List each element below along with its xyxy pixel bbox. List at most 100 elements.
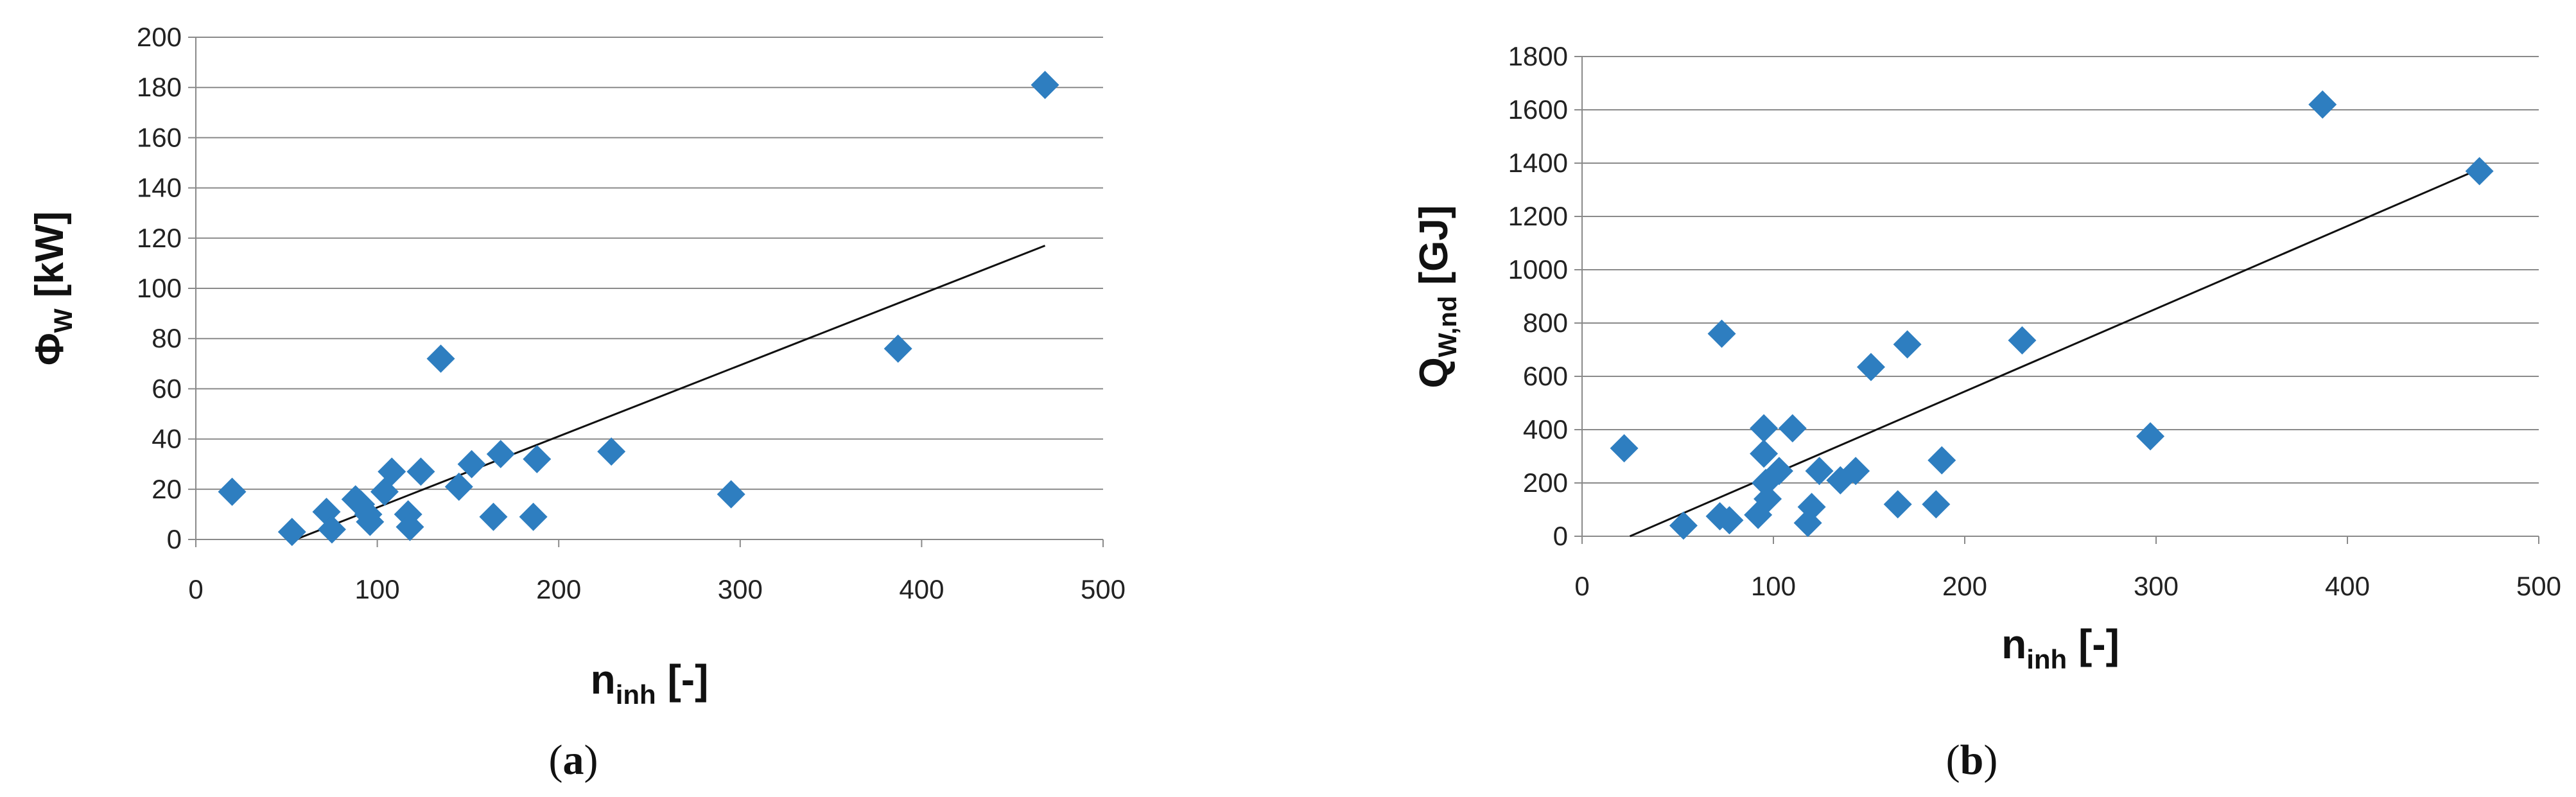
- data-point: [277, 518, 306, 547]
- data-point: [2465, 157, 2494, 186]
- x-tick-label: 300: [718, 574, 763, 604]
- y-tick-label: 0: [167, 524, 182, 554]
- x-tick-label: 500: [1081, 574, 1126, 604]
- chart-b: 0 200 400 600 800 1000 1200 1400 1600 1800 0 100 200…: [1412, 41, 2561, 784]
- x-tick-label: 500: [2516, 571, 2561, 601]
- data-point: [1841, 457, 1870, 486]
- y-tick-label: 60: [152, 373, 182, 403]
- y-tick-label: 1600: [1508, 94, 1568, 125]
- y-tick-label: 1200: [1508, 201, 1568, 231]
- data-point: [1778, 414, 1807, 442]
- x-tick-label: 0: [188, 574, 203, 604]
- data-point: [486, 440, 515, 469]
- data-point: [1764, 457, 1793, 486]
- panel-label-close: ): [584, 737, 598, 784]
- data-point: [479, 502, 508, 531]
- panel-label-open: (: [1946, 737, 1960, 784]
- y-axis-title: QW,nd [GJ]: [1412, 206, 1462, 389]
- y-tick-label: 1000: [1508, 254, 1568, 285]
- x-tick-label: 0: [1574, 571, 1589, 601]
- data-point: [1754, 484, 1782, 513]
- data-point: [356, 507, 385, 536]
- data-point: [883, 334, 912, 363]
- x-tick-label: 200: [1942, 571, 1987, 601]
- data-point: [426, 344, 455, 373]
- data-point: [444, 472, 473, 501]
- panel-label-open: (: [549, 737, 563, 784]
- y-tick-label: 160: [137, 122, 182, 152]
- y-tick-label: 800: [1523, 308, 1568, 338]
- data-point: [378, 457, 406, 486]
- data-point: [519, 502, 548, 531]
- data-point: [1856, 353, 1885, 381]
- y-tick-label: 0: [1553, 521, 1568, 551]
- y-axis-title-unit: [GJ]: [1412, 206, 1456, 296]
- data-point: [2136, 422, 2165, 451]
- x-axis-title: ninh [-]: [2001, 621, 2119, 674]
- panel-label-letter: a: [563, 737, 584, 784]
- data-point: [1797, 493, 1826, 521]
- data-point: [1669, 511, 1698, 540]
- x-tick-label: 400: [2325, 571, 2370, 601]
- data-point: [1928, 446, 1956, 475]
- data-point: [1750, 414, 1779, 442]
- y-tick-label: 120: [137, 223, 182, 253]
- x-axis-title-unit: [-]: [2067, 621, 2119, 667]
- y-tick-label: 140: [137, 173, 182, 203]
- data-point: [457, 450, 486, 478]
- y-axis-title-sub: W,nd: [1434, 296, 1462, 358]
- data-point: [1793, 509, 1822, 538]
- y-tick-label: 40: [152, 424, 182, 454]
- data-point: [523, 444, 552, 473]
- y-axis-title: ΦW [kW]: [28, 211, 78, 365]
- x-axis-title-sub: inh: [616, 679, 656, 710]
- x-tick-label: 200: [536, 574, 581, 604]
- data-point: [1750, 439, 1779, 468]
- data-point: [1883, 490, 1912, 519]
- y-tick-label: 1800: [1508, 41, 1568, 71]
- y-tick-label: 20: [152, 474, 182, 504]
- data-point: [1893, 330, 1922, 359]
- data-point: [396, 512, 424, 541]
- x-tick-label: 100: [355, 574, 400, 604]
- data-point: [1610, 434, 1639, 463]
- data-point: [597, 437, 626, 466]
- data-point: [218, 477, 247, 506]
- x-axis-title: ninh [-]: [591, 656, 709, 710]
- y-axis-title-main: Φ: [28, 333, 72, 365]
- x-tick-label: 300: [2134, 571, 2179, 601]
- y-tick-label: 1400: [1508, 148, 1568, 178]
- y-tick-label: 600: [1523, 361, 1568, 391]
- y-tick-label: 400: [1523, 414, 1568, 444]
- x-axis-title-sub: inh: [2026, 644, 2067, 674]
- panel-label: (b): [1946, 737, 1998, 784]
- y-axis-title-main: Q: [1412, 357, 1456, 388]
- chart-a: 0 20 40 60 80 100 120 140 160 180 200 0 100 200 300 400…: [28, 22, 1126, 784]
- y-tick-label: 100: [137, 273, 182, 303]
- y-tick-label: 180: [137, 72, 182, 102]
- y-tick-label: 80: [152, 323, 182, 353]
- x-axis-title-main: n: [591, 656, 616, 703]
- x-tick-label: 400: [899, 574, 944, 604]
- data-point: [1752, 469, 1780, 497]
- panel-label: (a): [549, 737, 598, 784]
- trendline: [295, 245, 1046, 541]
- panel-label-close: ): [1983, 737, 1997, 784]
- y-tick-label: 200: [137, 22, 182, 52]
- data-point: [717, 480, 745, 509]
- data-point: [1707, 319, 1736, 348]
- data-point: [1922, 490, 1951, 519]
- x-axis-title-unit: [-]: [656, 656, 709, 703]
- data-point: [1715, 506, 1744, 535]
- data-point: [1805, 457, 1834, 486]
- data-point: [317, 515, 346, 544]
- data-point: [1031, 71, 1059, 100]
- y-axis-title-sub: W: [49, 308, 78, 333]
- svg-text:ΦW [kW]: ΦW [kW]: [28, 211, 78, 365]
- data-point: [1826, 466, 1855, 495]
- svg-text:QW,nd [GJ]: QW,nd [GJ]: [1412, 206, 1462, 389]
- data-point: [2308, 90, 2337, 119]
- y-axis-title-unit: [kW]: [28, 211, 72, 309]
- data-point: [406, 457, 435, 486]
- data-point: [2008, 326, 2037, 355]
